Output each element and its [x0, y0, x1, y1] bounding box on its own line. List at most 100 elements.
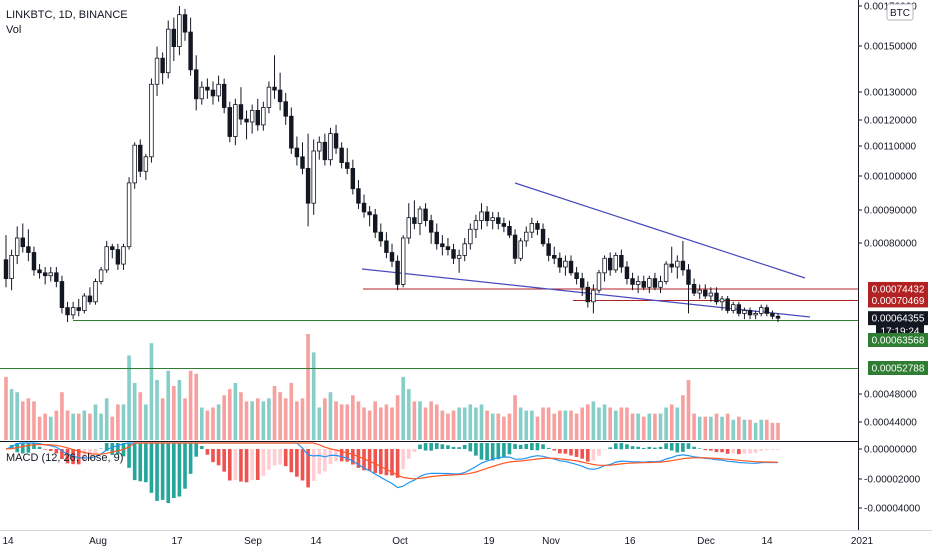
macd-histogram-bar — [457, 447, 461, 449]
macd-histogram-bar — [205, 449, 210, 455]
volume-bar — [502, 416, 506, 440]
volume-bar — [423, 407, 428, 440]
time-axis-label: Nov — [542, 536, 560, 547]
volume-bar — [289, 383, 294, 440]
macd-histogram-bar — [485, 443, 489, 461]
candle-body — [417, 208, 423, 224]
volume-bar — [65, 410, 70, 440]
volume-bar — [121, 404, 126, 440]
macd-histogram-bar — [104, 443, 109, 451]
macd-histogram-bar — [585, 449, 590, 462]
macd-histogram-bar — [653, 447, 657, 449]
macd-histogram-bar — [440, 444, 445, 449]
candle-body — [758, 307, 764, 314]
volume-bar — [485, 410, 489, 440]
candle-body — [451, 249, 456, 259]
volume-bar — [205, 410, 210, 440]
price-axis-label: 0.00130000 — [864, 88, 917, 99]
volume-bar — [720, 416, 724, 440]
candle-body — [59, 281, 65, 309]
volume-bar — [563, 410, 568, 440]
volume-bar — [323, 398, 327, 440]
volume-bar — [267, 398, 271, 440]
macd-histogram-bar — [619, 443, 624, 450]
candle-body — [305, 167, 311, 204]
macd-histogram-bar — [669, 443, 674, 451]
volume-bar — [569, 410, 573, 440]
macd-histogram-bar — [367, 449, 372, 472]
currency-badge[interactable] — [886, 3, 914, 21]
candle-body — [350, 167, 356, 190]
volume-bar — [9, 389, 14, 440]
candle-body — [378, 231, 384, 242]
candle-body — [9, 254, 14, 279]
candle-body — [686, 269, 691, 285]
macd-histogram-bar — [239, 449, 243, 482]
candle-body — [753, 312, 758, 316]
candle-body — [585, 286, 591, 303]
candle-body — [255, 110, 260, 126]
candle-body — [563, 260, 568, 268]
volume-bar — [211, 407, 215, 440]
candle-body — [512, 234, 518, 259]
price-axis-label: 0.00080000 — [864, 239, 917, 250]
candle-body — [266, 86, 272, 108]
macd-histogram-bar — [625, 444, 629, 449]
time-axis-label: Oct — [392, 536, 408, 547]
candle-body — [479, 211, 484, 221]
volume-bar — [697, 416, 702, 440]
macd-histogram-bar — [530, 443, 534, 451]
candle-body — [322, 141, 328, 161]
macd-histogram-bar — [524, 443, 529, 449]
candle-body — [529, 223, 535, 233]
candle-body — [731, 304, 736, 311]
volume-bar — [250, 401, 254, 440]
symbol-title[interactable]: LINKBTC, 1D, BINANCE — [6, 9, 128, 21]
candle-body — [473, 220, 479, 230]
macd-histogram-bar — [569, 449, 573, 456]
volume-bar — [748, 419, 752, 440]
price-axis[interactable]: 0.001700000.001500000.001300000.00120000… — [858, 2, 921, 515]
macd-histogram-bar — [317, 449, 322, 475]
macd-histogram-bar — [328, 449, 333, 465]
macd-histogram-bar — [289, 449, 294, 473]
candle-body — [406, 217, 412, 239]
price-tag-label: 0.00052788 — [872, 364, 925, 375]
candle-body — [697, 289, 702, 294]
volume-bar — [574, 413, 579, 440]
candle-body — [535, 223, 540, 230]
volume-bar — [104, 398, 109, 440]
macd-histogram-bar — [423, 443, 428, 451]
candle-body — [93, 281, 98, 303]
volume-bar — [446, 413, 450, 440]
macd-histogram-bar — [144, 443, 148, 483]
volume-bar — [362, 407, 366, 440]
volume-bar — [518, 407, 523, 440]
price-tag-box — [868, 361, 928, 375]
time-axis-label: Aug — [89, 536, 107, 547]
volume-bar — [367, 410, 372, 440]
volume-bar — [753, 422, 758, 440]
macd-histogram-bar — [345, 449, 350, 462]
volume-bar — [703, 416, 708, 440]
price-tag-box — [868, 333, 928, 347]
macd-histogram-bar — [451, 447, 456, 449]
candles — [3, 6, 781, 323]
macd-histogram-bar — [658, 446, 663, 449]
candle-body — [82, 295, 87, 311]
candle-body — [372, 214, 378, 233]
macd-histogram-bar — [272, 449, 277, 466]
volume-bar — [166, 370, 171, 440]
volume-bar — [764, 419, 769, 440]
volume-bar — [613, 410, 618, 440]
candle-body — [658, 281, 663, 288]
macd-label[interactable]: MACD (12, 26, close, 9) — [6, 452, 123, 464]
price-tag-box — [868, 311, 928, 326]
volume-bar — [244, 401, 249, 440]
macd-histogram-bar — [216, 449, 221, 466]
macd-histogram-bar — [737, 449, 741, 455]
volume-bar — [345, 404, 350, 440]
time-axis[interactable]: 14 Aug 17 Sep 14 Oct 19 Nov 16 Dec 14 2021 — [2, 536, 873, 547]
volume-bar — [395, 395, 400, 440]
candle-body — [579, 278, 585, 288]
